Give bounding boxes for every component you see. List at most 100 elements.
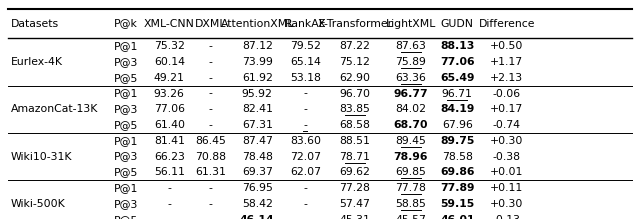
Text: 89.45: 89.45	[396, 136, 426, 146]
Text: 62.07: 62.07	[290, 167, 321, 177]
Text: -: -	[167, 183, 172, 193]
Text: P@5: P@5	[114, 215, 138, 219]
Text: 69.37: 69.37	[242, 167, 273, 177]
Text: 87.22: 87.22	[339, 41, 371, 51]
Text: AmazonCat-13K: AmazonCat-13K	[11, 104, 99, 114]
Text: 75.12: 75.12	[339, 57, 371, 67]
Text: -: -	[167, 215, 172, 219]
Text: -: -	[303, 88, 307, 99]
Text: 70.88: 70.88	[195, 152, 227, 162]
Text: +0.17: +0.17	[490, 104, 524, 114]
Text: 49.21: 49.21	[154, 73, 185, 83]
Text: -: -	[209, 215, 213, 219]
Text: 60.14: 60.14	[154, 57, 185, 67]
Text: -0.13: -0.13	[493, 215, 521, 219]
Text: P@5: P@5	[114, 167, 138, 177]
Text: +2.13: +2.13	[490, 73, 524, 83]
Text: 63.36: 63.36	[396, 73, 426, 83]
Text: 69.62: 69.62	[339, 167, 371, 177]
Text: 78.58: 78.58	[442, 152, 473, 162]
Text: 76.95: 76.95	[242, 183, 273, 193]
Text: 89.75: 89.75	[440, 136, 474, 146]
Text: 46.14: 46.14	[240, 215, 275, 219]
Text: 46.01: 46.01	[440, 215, 474, 219]
Text: -: -	[209, 183, 213, 193]
Text: -: -	[209, 104, 213, 114]
Text: -: -	[303, 183, 307, 193]
Text: -: -	[209, 41, 213, 51]
Text: -: -	[303, 120, 307, 130]
Text: P@3: P@3	[114, 199, 138, 209]
Text: P@3: P@3	[114, 57, 138, 67]
Text: P@3: P@3	[114, 104, 138, 114]
Text: 88.13: 88.13	[440, 41, 474, 51]
Text: 79.52: 79.52	[290, 41, 321, 51]
Text: 87.63: 87.63	[396, 41, 426, 51]
Text: 68.58: 68.58	[339, 120, 371, 130]
Text: X-Transformer: X-Transformer	[317, 19, 392, 28]
Text: -: -	[303, 215, 307, 219]
Text: -: -	[303, 104, 307, 114]
Text: 65.49: 65.49	[440, 73, 474, 83]
Text: P@3: P@3	[114, 152, 138, 162]
Text: GUDN: GUDN	[441, 19, 474, 28]
Text: Wiki-500K: Wiki-500K	[11, 199, 66, 209]
Text: 96.77: 96.77	[394, 88, 428, 99]
Text: +1.17: +1.17	[490, 57, 524, 67]
Text: P@5: P@5	[114, 120, 138, 130]
Text: -: -	[209, 199, 213, 209]
Text: -0.74: -0.74	[493, 120, 521, 130]
Text: 78.48: 78.48	[242, 152, 273, 162]
Text: 96.70: 96.70	[339, 88, 371, 99]
Text: -: -	[303, 199, 307, 209]
Text: 78.71: 78.71	[339, 152, 371, 162]
Text: AttentionXML: AttentionXML	[221, 19, 294, 28]
Text: 68.70: 68.70	[394, 120, 428, 130]
Text: 78.96: 78.96	[394, 152, 428, 162]
Text: P@5: P@5	[114, 73, 138, 83]
Text: 96.71: 96.71	[442, 88, 473, 99]
Text: 84.02: 84.02	[396, 104, 426, 114]
Text: 67.96: 67.96	[442, 120, 473, 130]
Text: -0.38: -0.38	[493, 152, 521, 162]
Text: +0.50: +0.50	[490, 41, 524, 51]
Text: 81.41: 81.41	[154, 136, 185, 146]
Text: DXML: DXML	[195, 19, 227, 28]
Text: LightXML: LightXML	[386, 19, 436, 28]
Text: 82.41: 82.41	[242, 104, 273, 114]
Text: 93.26: 93.26	[154, 88, 185, 99]
Text: 69.85: 69.85	[396, 167, 426, 177]
Text: Wiki10-31K: Wiki10-31K	[11, 152, 72, 162]
Text: 69.86: 69.86	[440, 167, 474, 177]
Text: 72.07: 72.07	[290, 152, 321, 162]
Text: 53.18: 53.18	[290, 73, 321, 83]
Text: +0.11: +0.11	[490, 183, 524, 193]
Text: 87.47: 87.47	[242, 136, 273, 146]
Text: 58.85: 58.85	[396, 199, 426, 209]
Text: +0.01: +0.01	[490, 167, 524, 177]
Text: 45.31: 45.31	[339, 215, 371, 219]
Text: -: -	[209, 88, 213, 99]
Text: P@1: P@1	[114, 183, 138, 193]
Text: -0.06: -0.06	[493, 88, 521, 99]
Text: 75.32: 75.32	[154, 41, 185, 51]
Text: 77.28: 77.28	[339, 183, 371, 193]
Text: 58.42: 58.42	[242, 199, 273, 209]
Text: P@1: P@1	[114, 136, 138, 146]
Text: XML-CNN: XML-CNN	[144, 19, 195, 28]
Text: 45.57: 45.57	[396, 215, 426, 219]
Text: 57.47: 57.47	[339, 199, 371, 209]
Text: 77.78: 77.78	[396, 183, 426, 193]
Text: P@k: P@k	[114, 19, 138, 28]
Text: +0.30: +0.30	[490, 199, 524, 209]
Text: 83.60: 83.60	[290, 136, 321, 146]
Text: 77.06: 77.06	[440, 57, 475, 67]
Text: -: -	[209, 73, 213, 83]
Text: 84.19: 84.19	[440, 104, 474, 114]
Text: Datasets: Datasets	[11, 19, 59, 28]
Text: P@1: P@1	[114, 88, 138, 99]
Text: +0.30: +0.30	[490, 136, 524, 146]
Text: Difference: Difference	[479, 19, 535, 28]
Text: -: -	[167, 199, 172, 209]
Text: 56.11: 56.11	[154, 167, 185, 177]
